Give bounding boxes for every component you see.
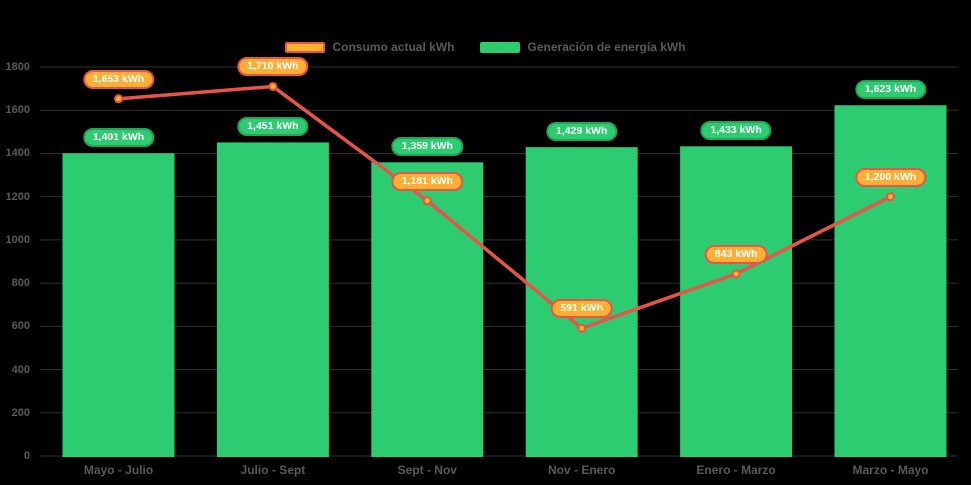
line-value-label: 1,710 kWh (237, 57, 309, 77)
consumo-line-swatch-icon (285, 41, 326, 53)
y-axis-tick-label: 1400 (5, 147, 30, 160)
y-axis-tick-label: 800 (11, 277, 30, 290)
bar-3[interactable] (371, 162, 484, 457)
bar-value-label: 1,451 kWh (237, 117, 309, 137)
line-value-label: 1,181 kWh (391, 171, 463, 191)
legend-item-generacion[interactable]: Generación de energía kWh (480, 40, 686, 54)
line-marker-4[interactable] (577, 323, 587, 333)
bar-value-label: 1,359 kWh (391, 137, 463, 157)
x-axis-category-label: Enero - Marzo (696, 463, 776, 477)
y-axis-tick-label: 200 (11, 406, 30, 419)
line-value-label: 843 kWh (704, 244, 768, 264)
y-axis-tick-label: 1000 (5, 233, 30, 246)
x-axis-category-label: Sept - Nov (397, 463, 457, 477)
y-axis-tick-label: 600 (11, 320, 30, 333)
bar-value-label: 1,623 kWh (854, 80, 927, 100)
y-axis-tick-label: 1600 (5, 104, 30, 117)
y-axis-tick-label: 0 (23, 450, 30, 462)
line-value-label: 1,200 kWh (854, 167, 927, 187)
line-marker-1[interactable] (114, 94, 123, 104)
legend-label-generacion: Generación de energía kWh (527, 40, 686, 54)
line-marker-2[interactable] (268, 81, 278, 91)
x-axis-category-label: Mayo - Julio (83, 463, 154, 477)
bar-value-label: 1,401 kWh (82, 128, 155, 148)
y-axis-tick-label: 400 (11, 363, 30, 376)
x-axis-category-label: Julio - Sept (240, 463, 306, 477)
y-axis-tick-label: 1800 (5, 61, 30, 73)
legend: Consumo actual kWh Generación de energía… (0, 40, 971, 54)
x-axis-category-label: Marzo - Mayo (852, 463, 929, 477)
bar-value-label: 1,433 kWh (700, 121, 772, 141)
legend-label-consumo: Consumo actual kWh (332, 40, 455, 54)
bar-6[interactable] (834, 105, 947, 458)
generacion-bar-swatch-icon (480, 41, 521, 53)
line-value-label: 591 kWh (550, 299, 613, 319)
line-marker-6[interactable] (886, 192, 895, 202)
bar-2[interactable] (216, 142, 329, 457)
bar-value-label: 1,429 kWh (546, 122, 618, 142)
legend-item-consumo[interactable]: Consumo actual kWh (285, 40, 454, 54)
y-axis-tick-label: 1200 (5, 190, 30, 203)
bar-1[interactable] (62, 153, 175, 457)
line-value-label: 1,653 kWh (82, 69, 155, 89)
bar-5[interactable] (680, 146, 793, 457)
x-axis-category-label: Nov - Enero (548, 463, 616, 477)
line-marker-3[interactable] (422, 196, 432, 206)
line-marker-5[interactable] (731, 269, 741, 279)
